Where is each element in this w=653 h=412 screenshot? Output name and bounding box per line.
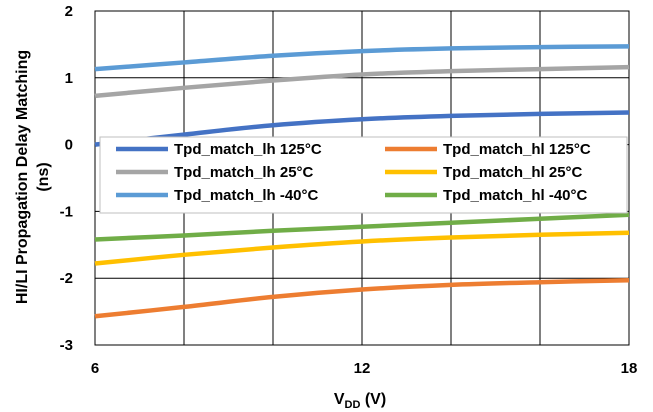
- series-line: [94, 212, 630, 242]
- x-axis-title: VDD (V): [334, 391, 386, 411]
- y-axis-title-unit: (ns): [35, 162, 52, 191]
- legend-label: Tpd_match_lh 125°C: [174, 141, 322, 158]
- x-axis-title-main: V: [334, 391, 345, 408]
- series-line: [94, 110, 630, 147]
- x-tick-label: 12: [354, 360, 371, 377]
- legend-label: Tpd_match_hl -40°C: [443, 187, 588, 204]
- tick-labels: 2 1 0 -1 -2 -3 6 12 18: [60, 3, 638, 377]
- legend-box: [99, 136, 628, 214]
- legend: Tpd_match_lh 125°C Tpd_match_hl 125°C Tpd_…: [99, 136, 628, 214]
- series-line: [94, 44, 630, 72]
- legend-label: Tpd_match_hl 125°C: [443, 141, 591, 158]
- series-line: [94, 230, 630, 266]
- y-tick-label: 1: [65, 70, 73, 87]
- plot-area: [94, 10, 630, 346]
- legend-label: Tpd_match_hl 25°C: [443, 164, 583, 181]
- x-axis-title-unit: (V): [360, 391, 386, 408]
- series-line: [94, 64, 630, 99]
- y-tick-label: 2: [65, 3, 73, 20]
- x-tick-label: 18: [621, 360, 638, 377]
- series-lines: [94, 44, 630, 319]
- legend-label: Tpd_match_lh 25°C: [174, 164, 314, 181]
- x-axis-title-subscript: DD: [345, 399, 361, 411]
- y-axis-title: HI/LI Propagation Delay Matching: [14, 50, 31, 304]
- legend-label: Tpd_match_lh -40°C: [174, 187, 319, 204]
- series-line: [94, 277, 630, 319]
- x-tick-label: 6: [91, 360, 99, 377]
- y-tick-label: -3: [60, 337, 73, 354]
- y-tick-label: -1: [60, 203, 73, 220]
- y-tick-label: 0: [65, 137, 73, 154]
- y-tick-label: -2: [60, 270, 73, 287]
